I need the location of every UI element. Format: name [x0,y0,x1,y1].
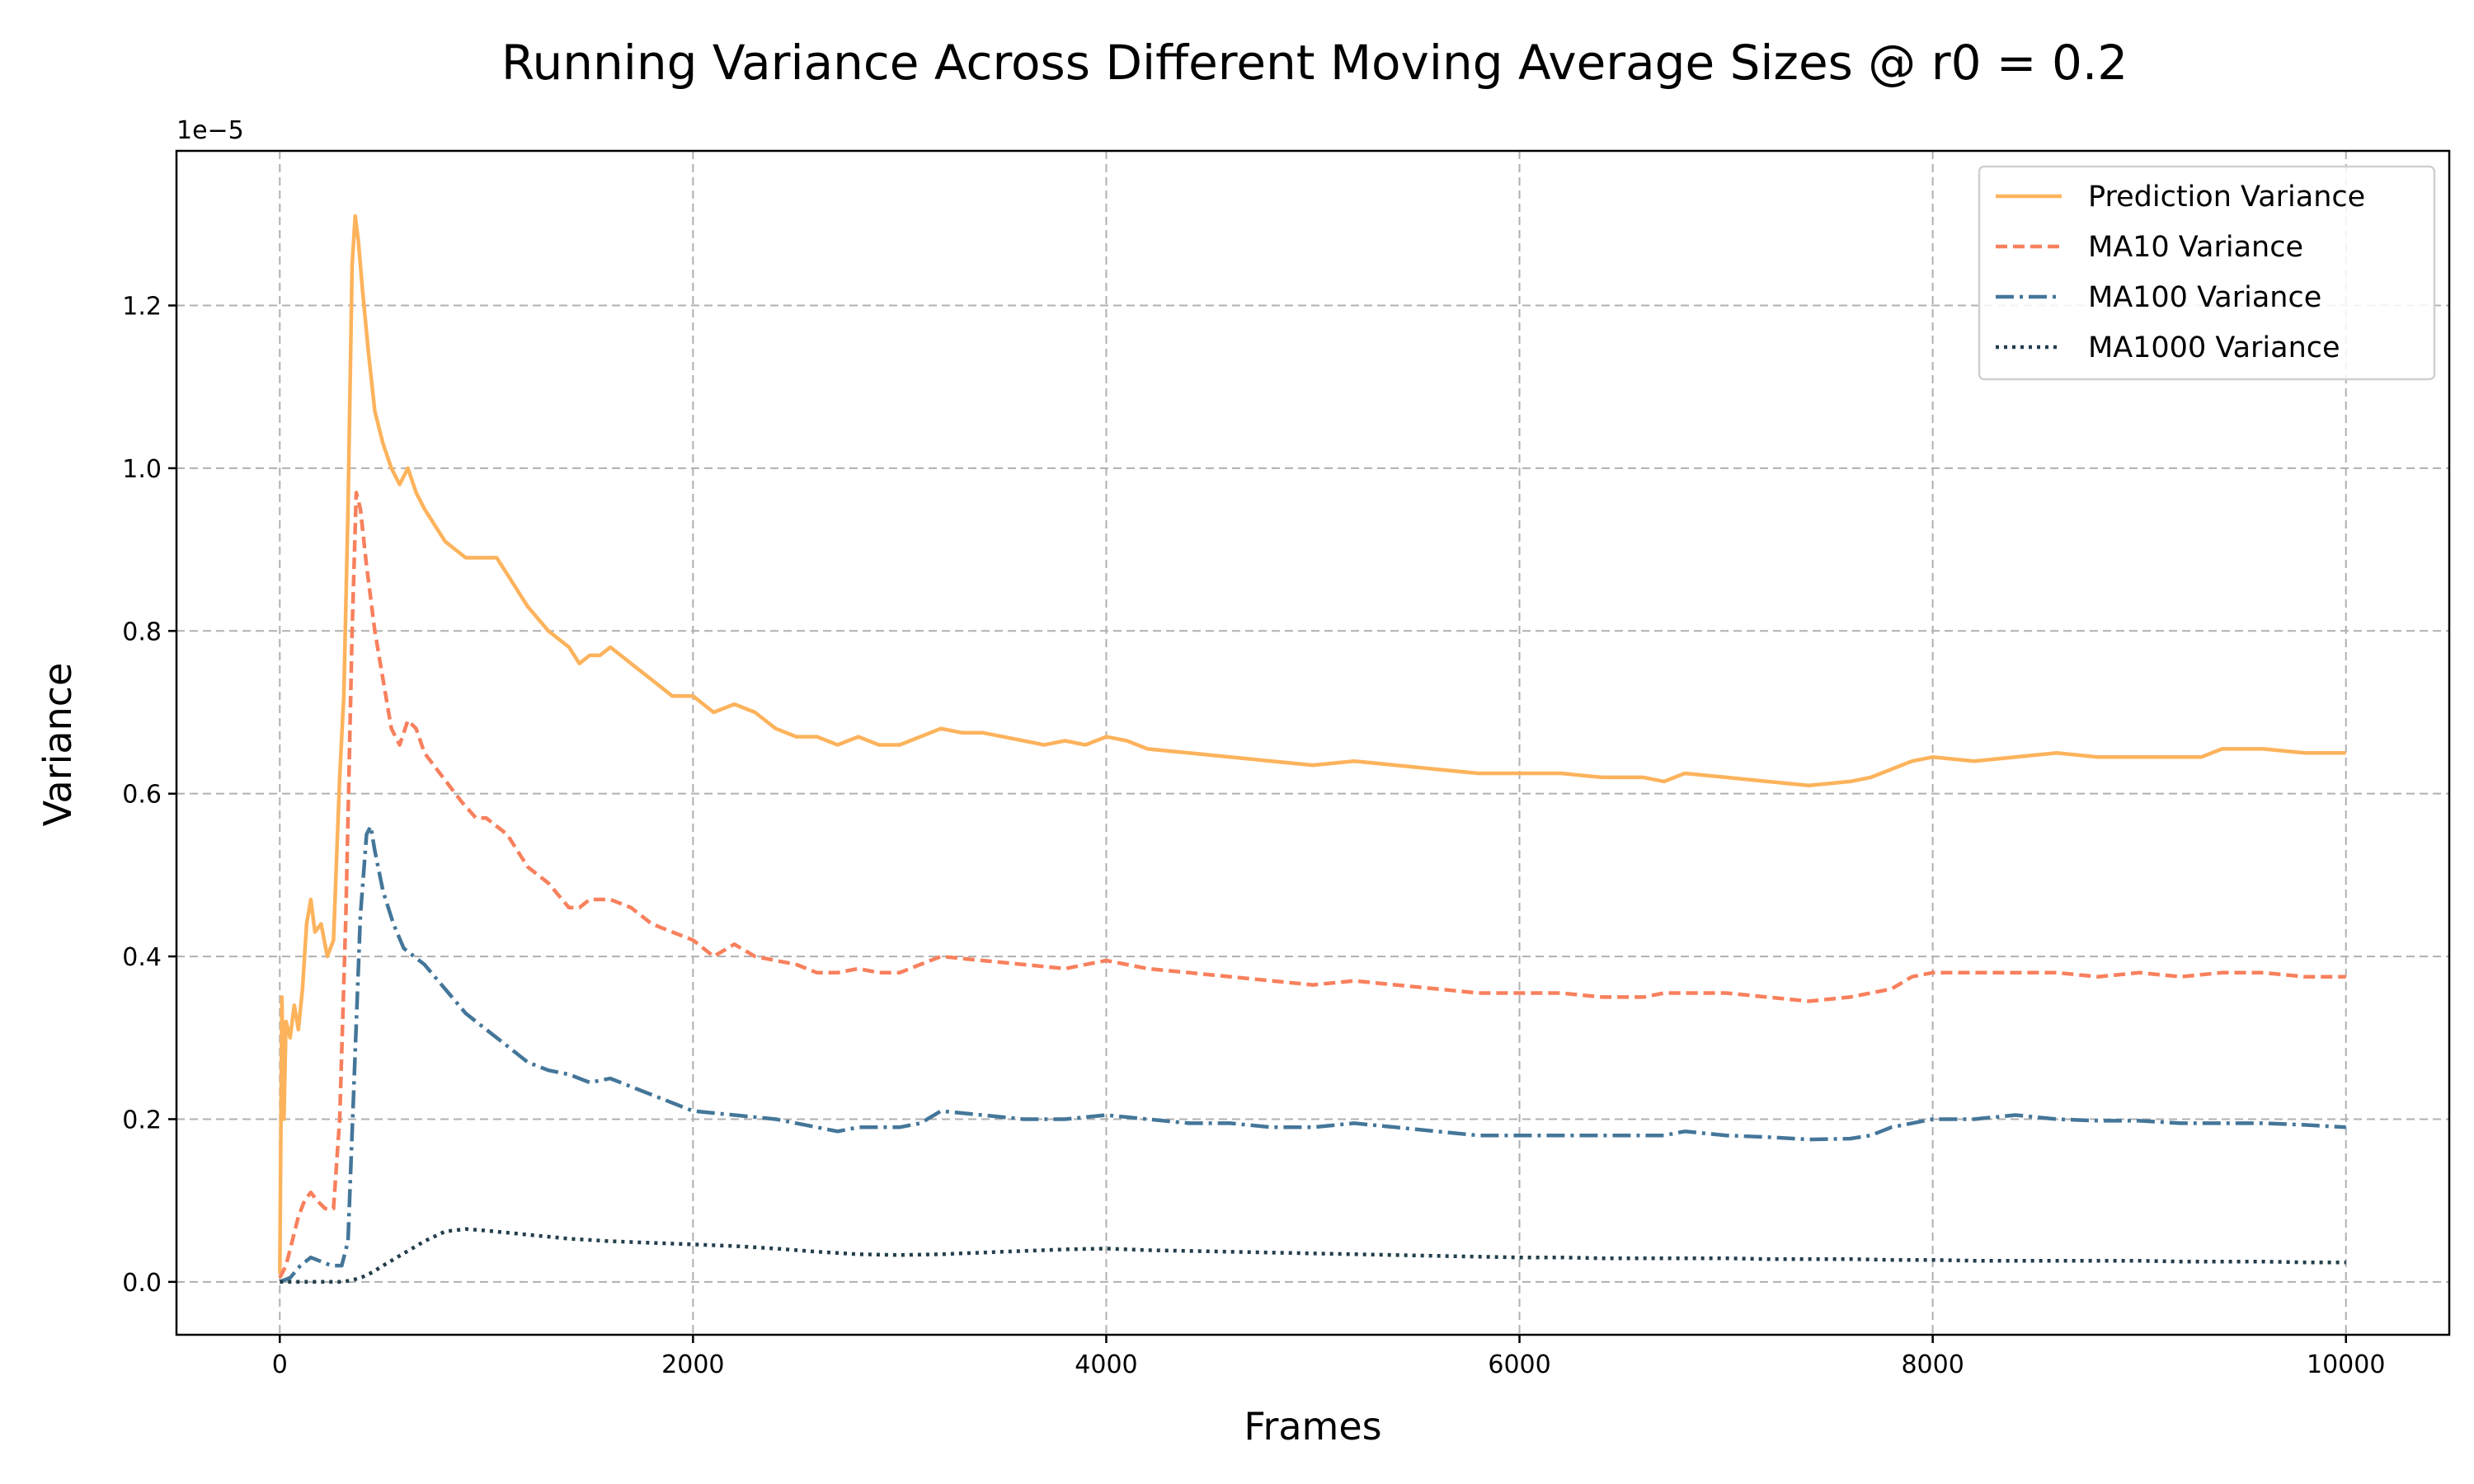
y-tick-label: 0.0 [122,1269,162,1298]
chart-title: Running Variance Across Different Moving… [501,35,2128,91]
x-tick-label: 2000 [661,1350,724,1379]
series-line-3 [280,1227,2346,1284]
x-tick-label: 8000 [1901,1350,1964,1379]
y-tick-label: 1.0 [122,455,162,484]
legend-label-1: MA10 Variance [2088,231,2303,264]
legend: Prediction Variance MA10 Variance MA100 Va… [1978,165,2436,381]
legend-label-0: Prediction Variance [2088,181,2365,214]
y-axis: 0.0 0.2 0.4 0.6 0.8 1.0 1.2 [122,293,176,1298]
series-line-0 [278,214,2346,1275]
y-tick-label: 0.2 [122,1106,162,1134]
y-tick-label: 0.4 [122,943,162,972]
y-axis-title: Variance [35,663,80,827]
x-tick-label: 0 [272,1350,288,1379]
y-tick-label: 0.8 [122,618,162,646]
series-line-2 [279,824,2346,1284]
y-tick-label: 1.2 [122,293,162,322]
plot-frame [175,149,2451,1336]
x-tick-label: 6000 [1488,1350,1550,1379]
x-tick-label: 10000 [2307,1350,2385,1379]
grid [176,151,2449,1335]
x-axis: 0 2000 4000 6000 8000 10000 [272,1335,2385,1379]
x-tick-label: 4000 [1075,1350,1137,1379]
series-layer [278,214,2346,1284]
series-line-1 [278,491,2346,1279]
y-offset-label: 1e−5 [176,116,244,145]
x-axis-title: Frames [1244,1404,1381,1449]
legend-label-3: MA1000 Variance [2088,331,2340,364]
y-tick-label: 0.6 [122,781,162,810]
legend-label-2: MA100 Variance [2088,281,2321,314]
legend-box [1978,165,2436,381]
